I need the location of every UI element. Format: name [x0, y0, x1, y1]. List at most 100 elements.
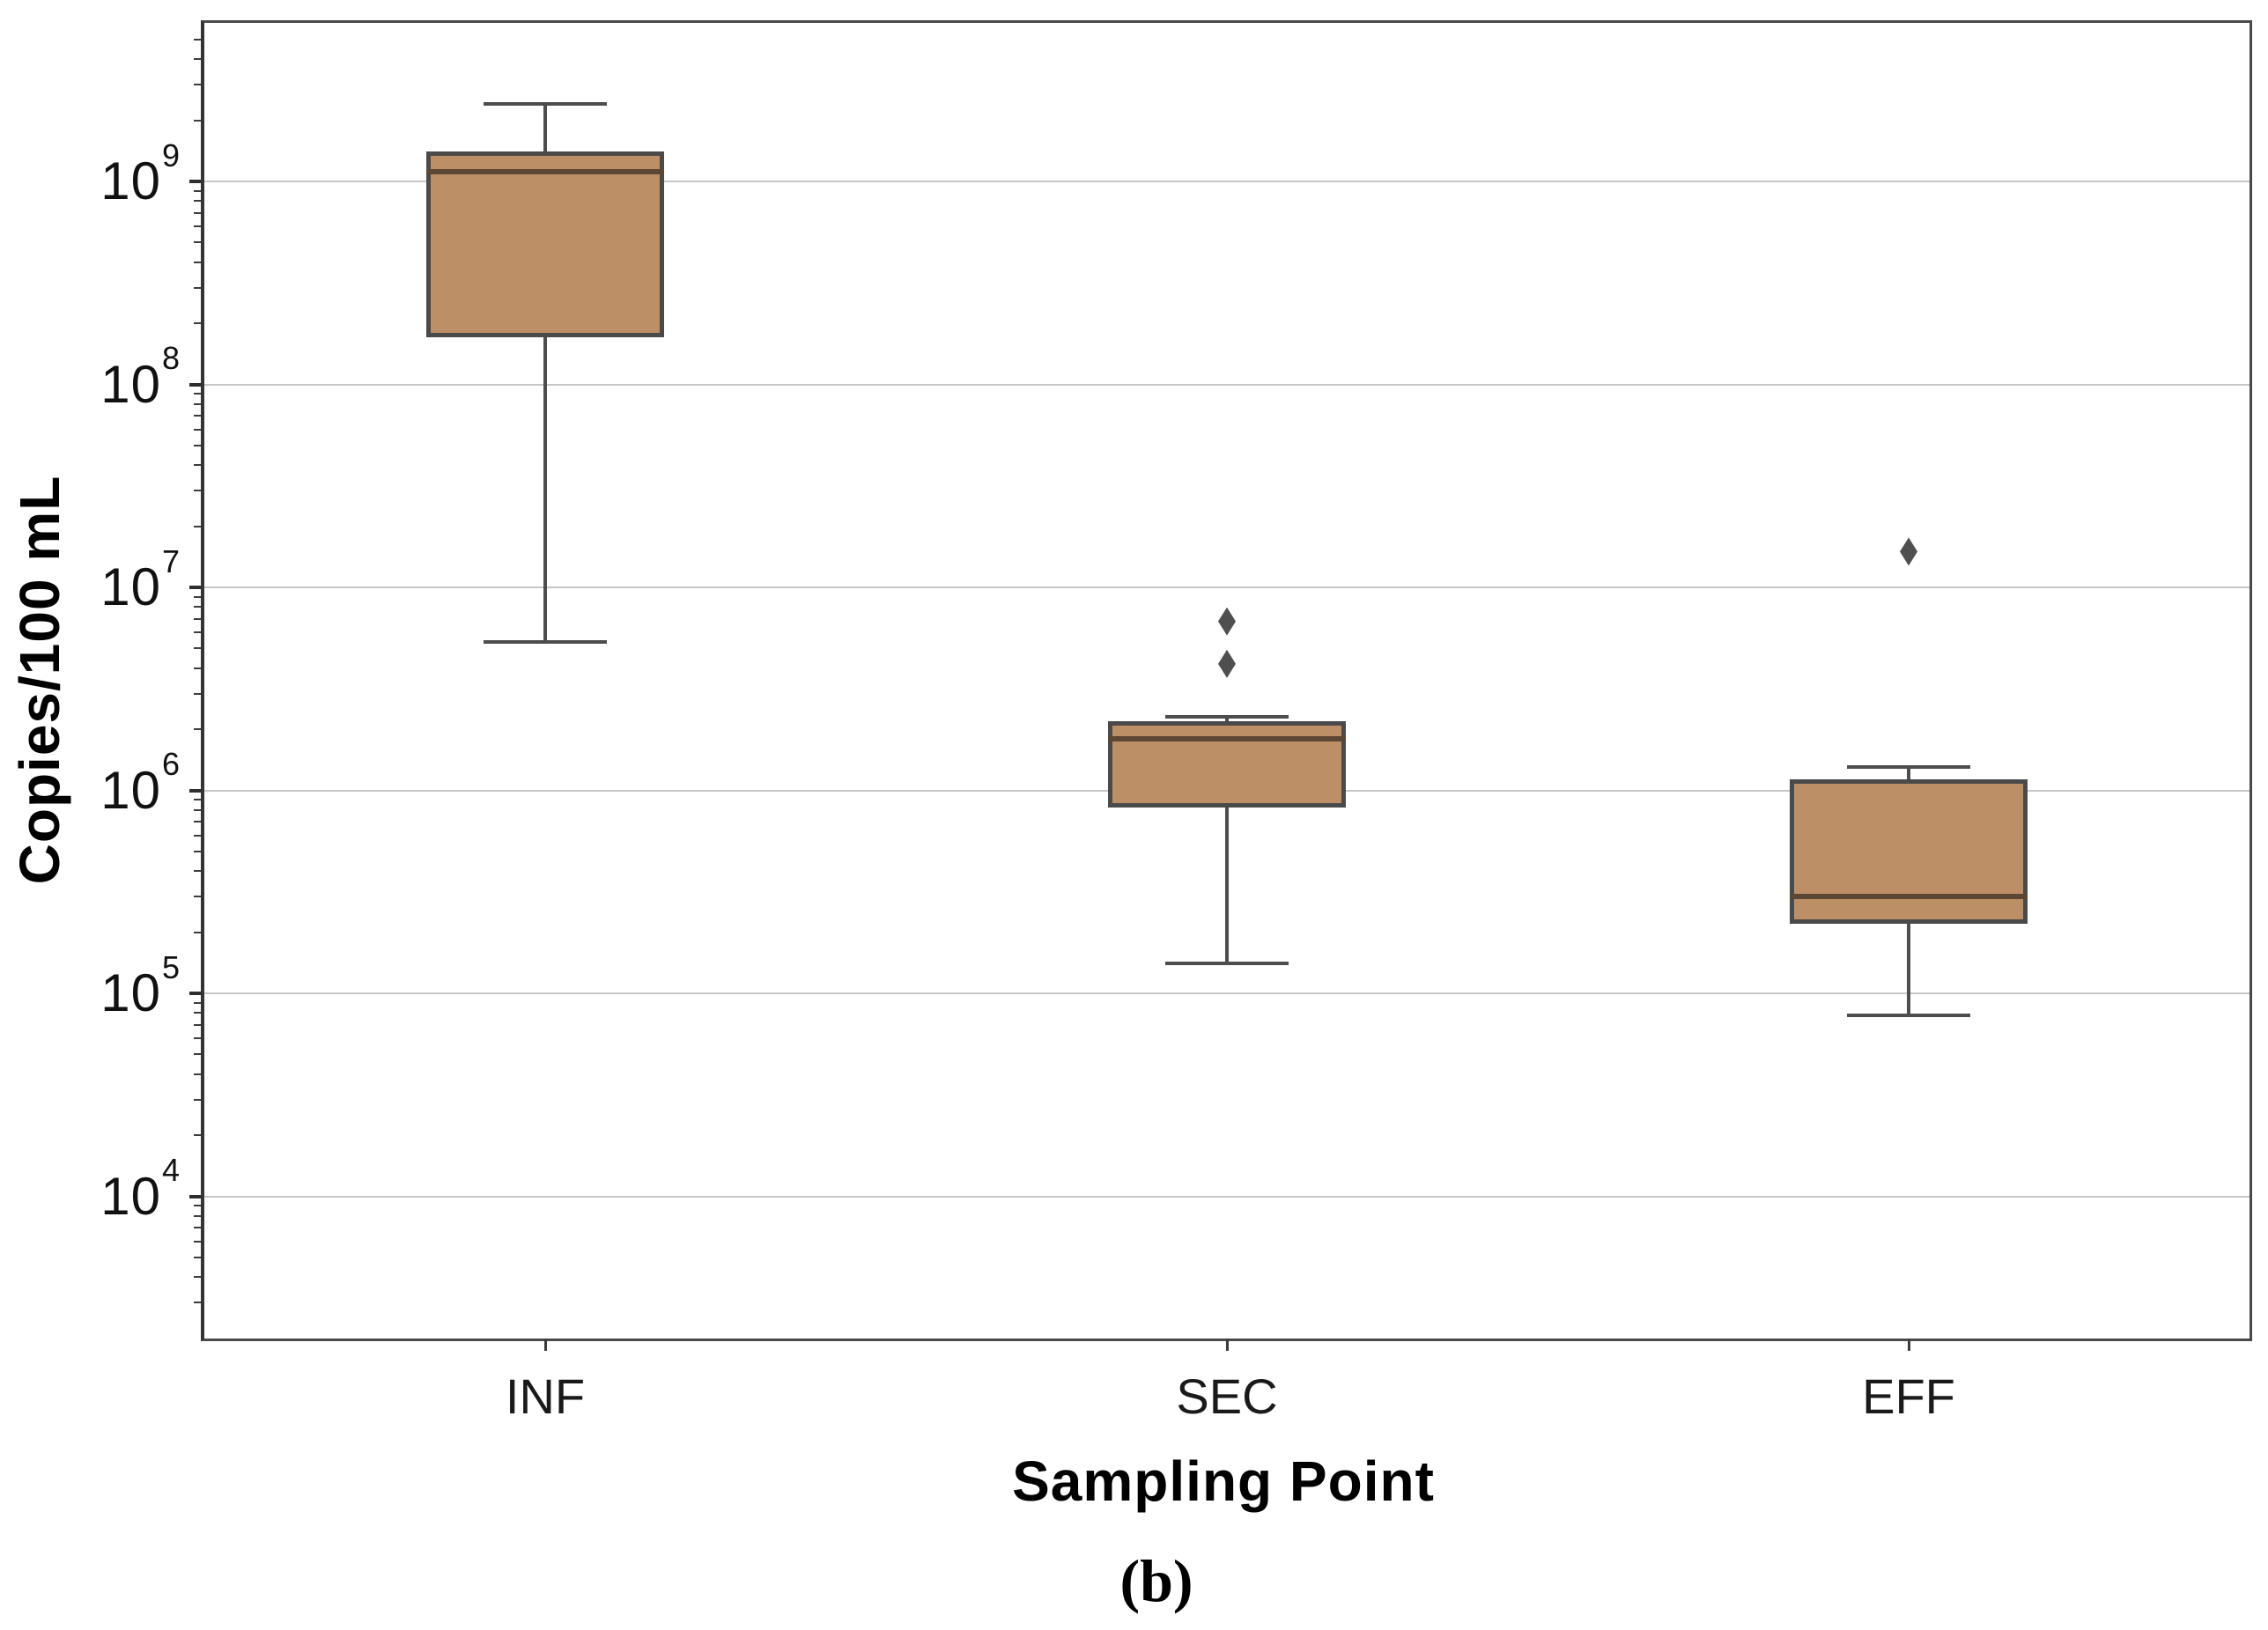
- outlier-sec-0: [1218, 607, 1236, 636]
- y-tick-label-1e9: 109: [100, 136, 181, 210]
- y-minor-tick: [194, 1214, 201, 1217]
- y-minor-tick: [194, 189, 201, 192]
- y-major-tick-1e8: [189, 382, 201, 387]
- whisker-lower-inf: [543, 337, 547, 642]
- figure-caption: (b): [1119, 1547, 1193, 1614]
- y-major-tick-1e7: [189, 586, 201, 589]
- y-minor-tick: [194, 595, 201, 598]
- box-inf: [426, 151, 664, 338]
- y-tick-label-1e4: 104: [100, 1152, 181, 1226]
- cap-upper-inf: [484, 102, 607, 107]
- y-minor-tick: [194, 402, 201, 405]
- y-minor-tick: [194, 415, 201, 417]
- y-minor-tick: [194, 692, 201, 695]
- y-minor-tick: [194, 261, 201, 263]
- gridline-1e7: [204, 586, 2250, 588]
- y-minor-tick: [194, 322, 201, 325]
- gridline-1e5: [204, 992, 2250, 994]
- median-inf: [426, 168, 664, 174]
- y-minor-tick: [194, 728, 201, 731]
- y-axis-title: Copies/100 mL: [8, 475, 71, 885]
- y-minor-tick: [194, 1256, 201, 1258]
- y-minor-tick: [194, 1134, 201, 1137]
- x-tick-label-sec: SEC: [1176, 1368, 1278, 1424]
- y-minor-tick: [194, 647, 201, 650]
- x-axis-title: Sampling Point: [1012, 1449, 1435, 1513]
- cap-lower-eff: [1847, 1013, 1970, 1017]
- whisker-upper-eff: [1907, 767, 1910, 780]
- median-eff: [1790, 894, 2028, 900]
- y-minor-tick: [194, 241, 201, 244]
- y-minor-tick: [194, 1276, 201, 1279]
- whisker-lower-sec: [1225, 808, 1229, 964]
- y-minor-tick: [194, 896, 201, 898]
- y-tick-label-1e7: 107: [100, 542, 181, 616]
- x-tick-inf: [544, 1339, 547, 1351]
- y-tick-label-1e5: 105: [100, 948, 181, 1022]
- y-minor-tick: [194, 1023, 201, 1026]
- y-major-tick-1e9: [189, 180, 201, 183]
- y-minor-tick: [194, 490, 201, 492]
- y-minor-tick: [194, 84, 201, 86]
- y-minor-tick: [194, 1053, 201, 1056]
- y-major-tick-1e5: [189, 992, 201, 995]
- y-major-tick-1e4: [189, 1194, 201, 1199]
- whisker-upper-sec: [1225, 717, 1229, 721]
- y-minor-tick: [194, 1205, 201, 1207]
- y-minor-tick: [194, 850, 201, 852]
- cap-lower-inf: [484, 639, 607, 644]
- y-minor-tick: [194, 1098, 201, 1101]
- y-minor-tick: [194, 667, 201, 669]
- gridline-1e4: [204, 1195, 2250, 1198]
- median-sec: [1108, 735, 1346, 741]
- gridline-1e8: [204, 383, 2250, 386]
- y-minor-tick: [194, 870, 201, 873]
- x-tick-sec: [1226, 1339, 1229, 1351]
- y-minor-tick: [194, 393, 201, 395]
- y-minor-tick: [194, 225, 201, 228]
- whisker-upper-inf: [543, 104, 547, 152]
- y-minor-tick: [194, 1240, 201, 1243]
- y-minor-tick: [194, 444, 201, 446]
- y-minor-tick: [194, 1012, 201, 1014]
- y-minor-tick: [194, 834, 201, 837]
- y-minor-tick: [194, 1001, 201, 1004]
- y-minor-tick: [194, 799, 201, 801]
- y-minor-tick: [194, 428, 201, 431]
- cap-lower-sec: [1165, 962, 1289, 966]
- y-minor-tick: [194, 200, 201, 203]
- y-minor-tick: [194, 1073, 201, 1075]
- y-minor-tick: [194, 1037, 201, 1040]
- x-tick-label-eff: EFF: [1862, 1368, 1955, 1424]
- y-tick-label-1e6: 106: [100, 746, 181, 820]
- y-minor-tick: [194, 464, 201, 467]
- y-minor-tick: [194, 1227, 201, 1229]
- y-minor-tick: [194, 631, 201, 634]
- y-minor-tick: [194, 286, 201, 289]
- box-sec: [1108, 720, 1346, 808]
- y-minor-tick: [194, 525, 201, 527]
- x-tick-label-inf: INF: [505, 1368, 586, 1424]
- y-minor-tick: [194, 617, 201, 620]
- y-minor-tick: [194, 38, 201, 41]
- y-major-tick-1e6: [189, 788, 201, 793]
- y-minor-tick: [194, 821, 201, 823]
- y-minor-tick: [194, 58, 201, 61]
- y-minor-tick: [194, 808, 201, 811]
- cap-upper-eff: [1847, 765, 1970, 770]
- whisker-lower-eff: [1907, 924, 1910, 1015]
- box-eff: [1790, 779, 2028, 925]
- outlier-eff-0: [1900, 537, 1917, 566]
- cap-upper-sec: [1165, 715, 1289, 719]
- x-tick-eff: [1908, 1339, 1910, 1351]
- y-minor-tick: [194, 211, 201, 214]
- y-minor-tick: [194, 606, 201, 608]
- y-minor-tick: [194, 119, 201, 122]
- plot-area: 109 108 107 106 105 104 INF SEC EFF: [100, 20, 2252, 1421]
- y-minor-tick: [194, 1302, 201, 1304]
- y-tick-label-1e8: 108: [100, 340, 181, 414]
- y-minor-tick: [194, 931, 201, 933]
- gridline-1e9: [204, 181, 2250, 182]
- outlier-sec-1: [1218, 649, 1236, 678]
